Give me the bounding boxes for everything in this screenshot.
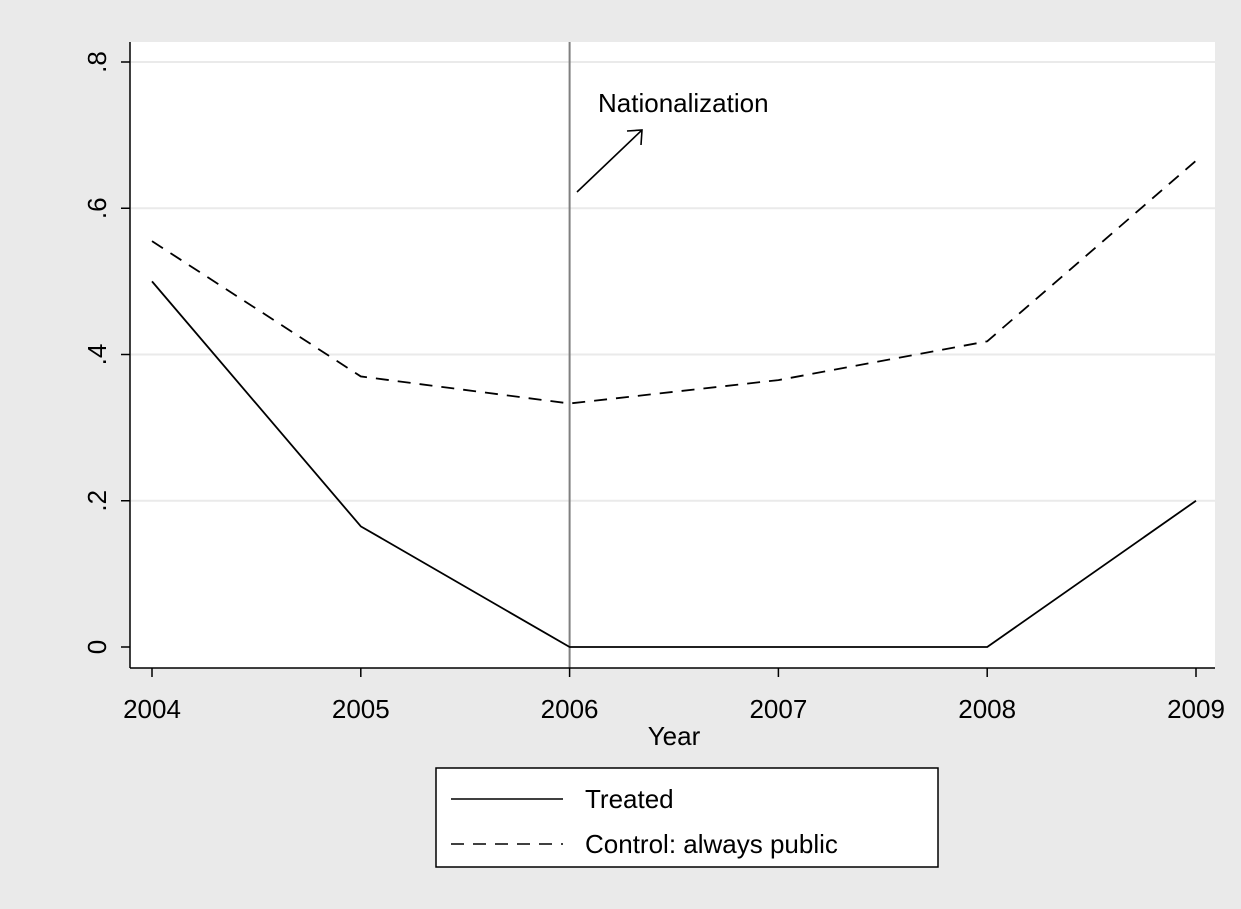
annotation: Nationalization bbox=[576, 88, 769, 193]
x-tick-label-0: 2004 bbox=[123, 694, 181, 724]
x-axis-title: Year bbox=[648, 721, 701, 751]
legend-label-treated: Treated bbox=[585, 784, 674, 814]
legend: Treated Control: always public bbox=[435, 767, 939, 868]
x-tick-label-4: 2008 bbox=[958, 694, 1016, 724]
x-tick-label-5: 2009 bbox=[1167, 694, 1225, 724]
annotation-arrow-shaft bbox=[576, 129, 643, 193]
x-tick-label-2: 2006 bbox=[541, 694, 599, 724]
y-tick-label-1: .2 bbox=[82, 490, 112, 512]
annotation-label: Nationalization bbox=[598, 88, 769, 118]
x-tick-label-3: 2007 bbox=[749, 694, 807, 724]
x-tick-label-1: 2005 bbox=[332, 694, 390, 724]
y-tick-label-2: .4 bbox=[82, 344, 112, 366]
legend-label-control: Control: always public bbox=[585, 829, 838, 859]
annotation-arrow-head bbox=[626, 129, 643, 146]
x-ticks: 2004 2005 2006 2007 2008 2009 bbox=[123, 668, 1225, 724]
gridlines bbox=[131, 61, 1215, 502]
series-line-treated bbox=[151, 280, 1197, 648]
legend-box bbox=[435, 767, 939, 868]
y-ticks: 0 .2 .4 .6 .8 bbox=[82, 51, 130, 654]
series-line-control bbox=[151, 160, 1197, 405]
y-tick-label-0: 0 bbox=[82, 640, 112, 654]
y-tick-label-4: .8 bbox=[82, 51, 112, 73]
y-tick-label-3: .6 bbox=[82, 197, 112, 219]
series-lines bbox=[151, 160, 1197, 648]
